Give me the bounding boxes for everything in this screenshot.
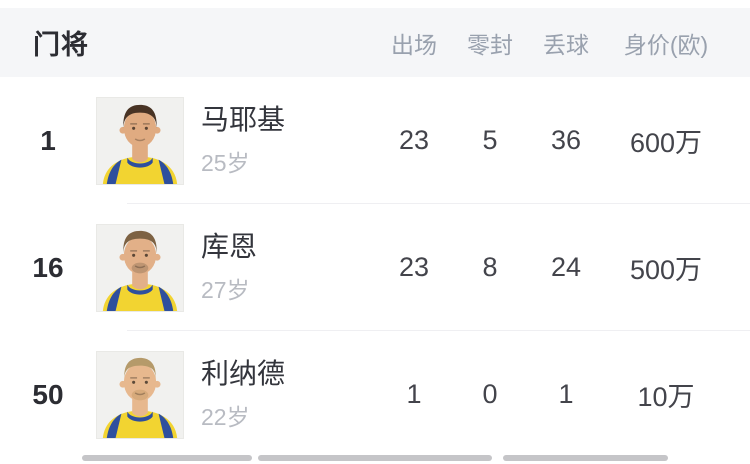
row-divider <box>127 330 750 331</box>
section-title-goalkeepers: 门将 <box>33 30 89 60</box>
player-info: 马耶基 25岁 <box>201 103 376 179</box>
stat-market-value: 500万 <box>629 255 703 285</box>
player-age: 25岁 <box>201 150 250 177</box>
player-row[interactable]: 1 马耶基 25岁 23 <box>0 77 750 204</box>
stat-clean-sheets: 8 <box>482 252 498 282</box>
stat-market-value: 10万 <box>637 382 695 412</box>
stat-appearances: 1 <box>406 379 422 409</box>
player-name: 马耶基 <box>201 103 286 135</box>
column-header-appearances: 出场 <box>391 31 437 58</box>
stat-appearances: 23 <box>398 252 430 282</box>
stat-conceded: 24 <box>550 252 582 282</box>
stat-clean-sheets: 0 <box>482 379 498 409</box>
column-header-market-value: 身价(欧) <box>623 31 709 58</box>
row-divider <box>127 203 750 204</box>
column-header-conceded: 丢球 <box>543 31 589 58</box>
stat-conceded: 36 <box>550 125 582 155</box>
table-header: 门将 出场 零封 丢球 身价(欧) <box>0 8 750 77</box>
shirt-number: 16 <box>32 251 64 283</box>
player-row[interactable]: 16 库恩 27岁 23 <box>0 204 750 331</box>
player-info: 库恩 27岁 <box>201 230 376 306</box>
stat-appearances: 23 <box>398 125 430 155</box>
column-header-clean-sheets: 零封 <box>467 31 513 58</box>
bottom-divider-segment <box>258 455 492 461</box>
bottom-divider-segment <box>82 455 252 461</box>
shirt-number: 1 <box>40 124 56 156</box>
top-strip <box>0 0 750 8</box>
stat-market-value: 600万 <box>629 128 703 158</box>
stat-clean-sheets: 5 <box>482 125 498 155</box>
player-row[interactable]: 50 利纳德 22岁 1 <box>0 331 750 458</box>
player-photo <box>96 96 184 185</box>
player-photo <box>96 350 184 439</box>
player-age: 22岁 <box>201 404 250 431</box>
player-name: 利纳德 <box>201 357 286 389</box>
player-info: 利纳德 22岁 <box>201 357 376 433</box>
shirt-number: 50 <box>32 378 64 410</box>
bottom-divider-segment <box>503 455 668 461</box>
player-name: 库恩 <box>201 230 258 262</box>
player-age: 27岁 <box>201 277 250 304</box>
stat-conceded: 1 <box>558 379 574 409</box>
player-photo <box>96 223 184 312</box>
